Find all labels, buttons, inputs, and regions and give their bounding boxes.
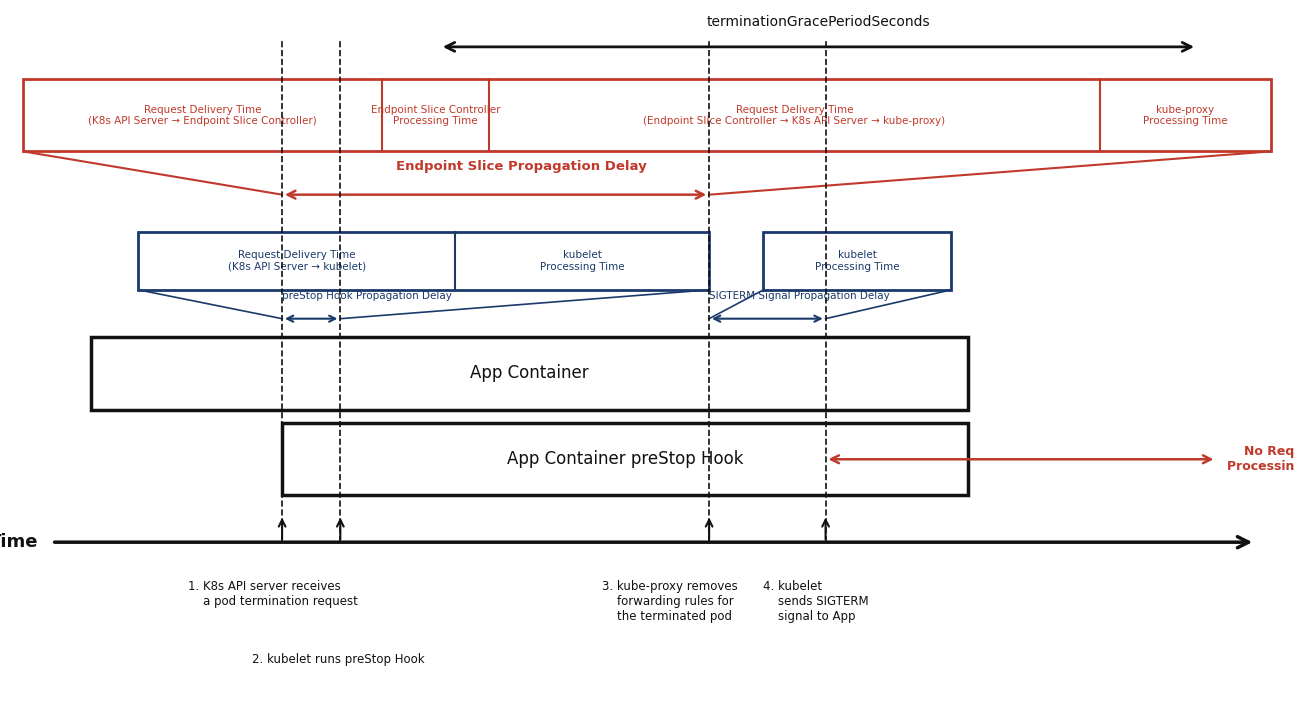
Text: Request Delivery Time
(K8s API Server → kubelet): Request Delivery Time (K8s API Server → … [228,250,366,272]
Text: App Container: App Container [470,365,589,382]
Text: 4. kubelet
    sends SIGTERM
    signal to App: 4. kubelet sends SIGTERM signal to App [763,580,870,624]
Bar [91,337,968,410]
Text: Endpoint Slice Propagation Delay: Endpoint Slice Propagation Delay [396,160,647,173]
Bar [138,232,709,290]
Bar [763,232,951,290]
Text: Request Delivery Time
(Endpoint Slice Controller → K8s API Server → kube-proxy): Request Delivery Time (Endpoint Slice Co… [643,105,946,126]
Text: 3. kube-proxy removes
    forwarding rules for
    the terminated pod: 3. kube-proxy removes forwarding rules f… [602,580,738,624]
Text: No Request
Processing Time: No Request Processing Time [1227,446,1294,473]
Text: 1. K8s API server receives
    a pod termination request: 1. K8s API server receives a pod termina… [188,580,357,609]
Text: kubelet
Processing Time: kubelet Processing Time [815,250,899,272]
Text: kubelet
Processing Time: kubelet Processing Time [540,250,625,272]
Text: SIGTERM Signal Propagation Delay: SIGTERM Signal Propagation Delay [709,291,890,301]
Text: App Container preStop Hook: App Container preStop Hook [507,451,743,468]
Text: terminationGracePeriodSeconds: terminationGracePeriodSeconds [707,15,930,29]
Text: preStop Hook Propagation Delay: preStop Hook Propagation Delay [282,291,452,301]
Text: Request Delivery Time
(K8s API Server → Endpoint Slice Controller): Request Delivery Time (K8s API Server → … [88,105,317,126]
Bar [23,79,1271,151]
Bar [282,423,968,495]
Text: Endpoint Slice Controller
Processing Time: Endpoint Slice Controller Processing Tim… [370,105,501,126]
Text: kube-proxy
Processing Time: kube-proxy Processing Time [1143,105,1228,126]
Text: Time: Time [0,534,39,551]
Text: 2. kubelet runs preStop Hook: 2. kubelet runs preStop Hook [252,653,424,665]
